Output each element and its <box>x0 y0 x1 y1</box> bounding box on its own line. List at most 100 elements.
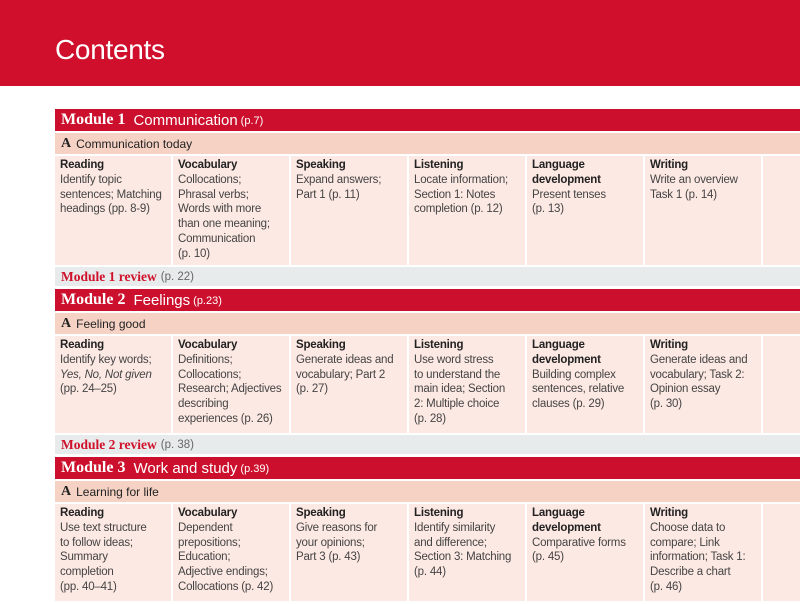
skill-text-line: Collocations (p. 42) <box>178 580 274 593</box>
skill-text-line: Phrasal verbs; <box>178 188 249 201</box>
review-label: Module 1 review <box>61 268 157 284</box>
skill-heading: Language <box>532 339 585 351</box>
skill-text-line: Describe a chart <box>650 566 731 579</box>
skill-cell[interactable]: Language development Building complex sente… <box>527 336 643 433</box>
skill-text-line: (p. 30) <box>650 398 682 411</box>
skill-text-line: (p. 46) <box>650 580 682 593</box>
skill-text-line: to understand the <box>414 368 501 381</box>
skill-cell[interactable]: Listening Locate information; Section 1: N… <box>409 156 525 265</box>
skill-text-line: completion (p. 12) <box>414 203 503 216</box>
skill-heading: development <box>532 173 601 186</box>
page-title: Contents <box>55 34 165 65</box>
skill-text-line: vocabulary; Part 2 <box>296 368 386 381</box>
skill-cell[interactable]: Speaking Generate ideas and vocabulary; Pa… <box>291 336 407 433</box>
section-header[interactable]: A Learning for life <box>55 481 800 502</box>
skill-text-line: Expand answers; <box>296 173 382 186</box>
skill-heading: Language <box>532 159 585 171</box>
skill-text-line: Present tenses <box>532 188 606 201</box>
skill-text-line: Task 1 (p. 14) <box>650 188 717 201</box>
skill-cell[interactable]: Vocabulary Collocations; Phrasal verbs; Wor… <box>173 156 289 265</box>
skill-cell[interactable]: Reading Identify topic sentences; Matching… <box>55 156 171 265</box>
overflow-cell <box>763 336 800 433</box>
skill-cell[interactable]: Speaking Give reasons for your opinions; Pa… <box>291 504 407 601</box>
skill-text-line: prepositions; <box>178 536 241 549</box>
skill-text-line: Identify similarity <box>414 521 496 534</box>
skill-text-line: Use word stress <box>414 353 494 366</box>
skill-text-line: Building complex <box>532 368 616 381</box>
skill-text-line: Generate ideas and <box>296 353 394 366</box>
skill-text-line: Yes, No, Not given <box>60 368 152 381</box>
module-title: Work and study <box>133 459 238 477</box>
section-title: Feeling good <box>76 316 146 331</box>
skill-text-line: experiences (p. 26) <box>178 412 273 425</box>
skill-cell[interactable]: Reading Use text structure to follow ideas… <box>55 504 171 601</box>
skill-cell[interactable]: Writing Choose data to compare; Link inform… <box>645 504 761 601</box>
skill-text-line: Research; Adjectives <box>178 383 282 396</box>
skill-heading: Speaking <box>296 339 346 351</box>
module-number: Module 2 <box>61 291 126 308</box>
skill-cell[interactable]: Language development Present tenses (p. 13) <box>527 156 643 265</box>
skill-heading: Speaking <box>296 159 346 171</box>
skill-text-line: Identify topic <box>60 173 122 186</box>
module-number: Module 3 <box>61 459 126 476</box>
skill-text-line: Summary <box>60 551 108 564</box>
skill-cell[interactable]: Language development Comparative forms (p. … <box>527 504 643 601</box>
skill-cell[interactable]: Writing Write an overview Task 1 (p. 14) <box>645 156 761 265</box>
skill-text-line: Adjective endings; <box>178 566 268 579</box>
skill-text-line: Opinion essay <box>650 383 721 396</box>
skill-heading: development <box>532 521 601 534</box>
skill-heading: Writing <box>650 507 688 519</box>
module-header[interactable]: Module 2 Feelings (p.23) <box>55 289 800 311</box>
skill-text-line: (p. 45) <box>532 551 564 564</box>
skill-text-line: Dependent <box>178 521 233 534</box>
review-page: (p. 22) <box>160 270 194 283</box>
skill-text-line: Part 1 (p. 11) <box>296 188 360 201</box>
skill-text-line: (p. 28) <box>414 412 446 425</box>
skill-text-line: (pp. 40–41) <box>60 580 117 593</box>
skill-text-line: Comparative forms <box>532 536 626 549</box>
section-header[interactable]: A Communication today <box>55 133 800 154</box>
skill-text-line: Education; <box>178 551 231 564</box>
section-header[interactable]: A Feeling good <box>55 313 800 334</box>
skill-text-line: Identify key words; <box>60 353 152 366</box>
module-2: Module 2 Feelings (p.23) A Feeling good Readi… <box>55 289 800 454</box>
skill-text-line: Locate information; <box>414 173 509 186</box>
module-header[interactable]: Module 3 Work and study (p.39) <box>55 457 800 479</box>
skill-text-line: Write an overview <box>650 173 738 186</box>
skill-cell[interactable]: Reading Identify key words; Yes, No, Not g… <box>55 336 171 433</box>
skill-cell[interactable]: Listening Use word stress to understand th… <box>409 336 525 433</box>
skill-cell[interactable]: Speaking Expand answers; Part 1 (p. 11) <box>291 156 407 265</box>
skill-text-line: Section 1: Notes <box>414 188 496 201</box>
skill-text-line: (p. 10) <box>178 247 210 260</box>
skill-text-line: sentences, relative <box>532 383 625 396</box>
module-number: Module 1 <box>61 111 126 128</box>
skill-heading: Listening <box>414 339 464 351</box>
skill-cell[interactable]: Vocabulary Definitions; Collocations; Resea… <box>173 336 289 433</box>
skill-text-line: Communication <box>178 232 256 245</box>
module-review-link[interactable]: Module 2 review (p. 38) <box>55 435 800 454</box>
header-banner: Contents <box>0 0 800 86</box>
skill-text-line: Section 3: Matching <box>414 551 512 564</box>
skill-text-line: (p. 44) <box>414 566 446 579</box>
skill-text-line: Collocations; <box>178 173 242 186</box>
skill-text-line: and difference; <box>414 536 487 549</box>
module-review-link[interactable]: Module 1 review (p. 22) <box>55 267 800 286</box>
skill-cell[interactable]: Vocabulary Dependent prepositions; Educatio… <box>173 504 289 601</box>
module-1: Module 1 Communication (p.7) A Communication… <box>55 109 800 286</box>
skill-heading: Listening <box>414 159 464 171</box>
skill-text-line: vocabulary; Task 2: <box>650 368 745 381</box>
skill-text-line: Words with more <box>178 203 262 216</box>
skill-text-line: sentences; Matching <box>60 188 162 201</box>
skill-text-line: clauses (p. 29) <box>532 398 605 411</box>
module-title: Communication <box>133 111 238 129</box>
skill-text-line: information; Task 1: <box>650 551 746 564</box>
overflow-cell <box>763 504 800 601</box>
skills-row: Reading Use text structure to follow ideas… <box>55 504 800 601</box>
skill-text-line: Part 3 (p. 43) <box>296 551 361 564</box>
module-page: (p.7) <box>240 115 264 127</box>
skill-cell[interactable]: Writing Generate ideas and vocabulary; Tas… <box>645 336 761 433</box>
module-header[interactable]: Module 1 Communication (p.7) <box>55 109 800 131</box>
module-page: (p.39) <box>240 463 270 475</box>
section-letter: A <box>61 315 72 331</box>
skill-cell[interactable]: Listening Identify similarity and differen… <box>409 504 525 601</box>
